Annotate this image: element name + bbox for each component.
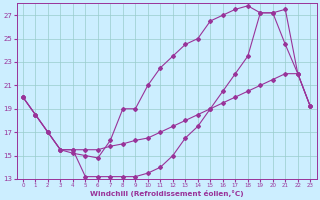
X-axis label: Windchill (Refroidissement éolien,°C): Windchill (Refroidissement éolien,°C) <box>90 190 244 197</box>
